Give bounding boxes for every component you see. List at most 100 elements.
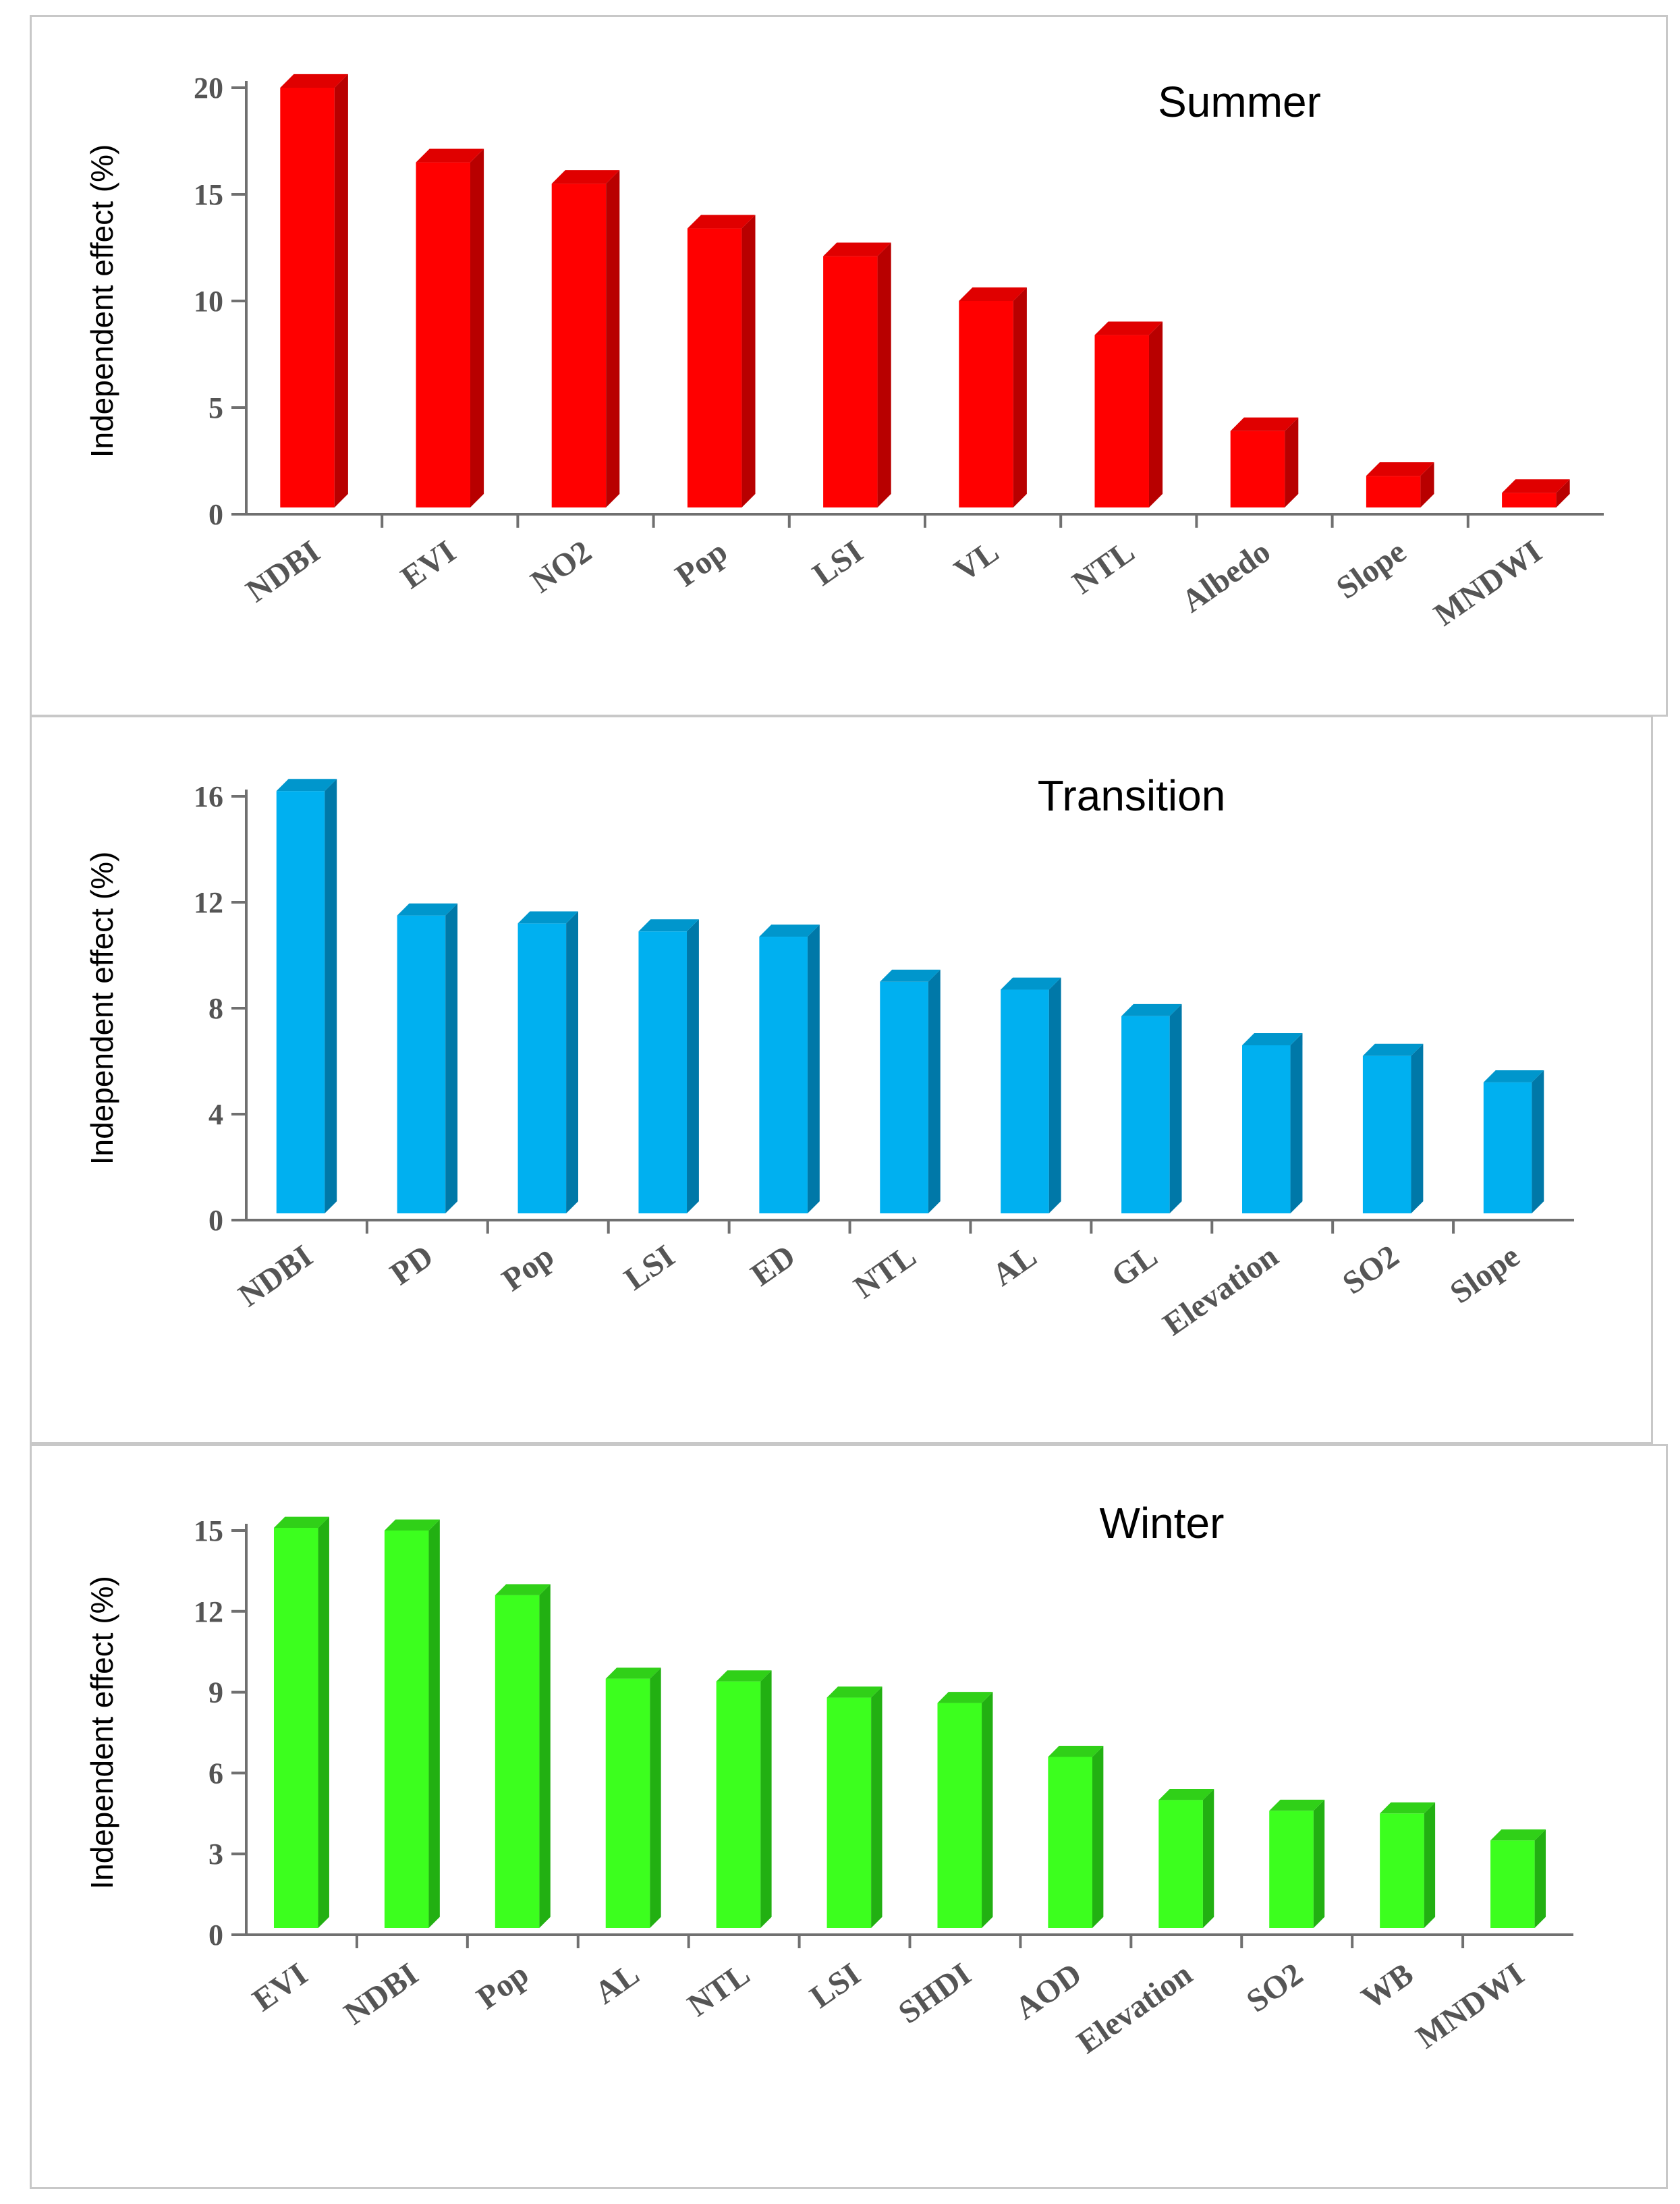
summer-bar-front xyxy=(959,301,1013,507)
transition-bar-pd xyxy=(397,903,458,1213)
summer-bar-ntl xyxy=(1094,321,1163,507)
transition-bar-top xyxy=(397,903,458,916)
winter-x-tick-label: AL xyxy=(588,1956,646,2012)
summer-bar-front xyxy=(1094,335,1149,507)
summer-bar-slope xyxy=(1366,462,1434,507)
summer-bar-front xyxy=(280,88,335,507)
transition-bar-gl xyxy=(1121,1003,1182,1213)
winter-bar-side xyxy=(871,1686,883,1928)
transition-bar-front xyxy=(1362,1055,1411,1213)
winter-bar-front xyxy=(1269,1811,1314,1928)
winter-bar-side xyxy=(318,1516,329,1928)
summer-x-tick-label: Slope xyxy=(1330,534,1412,607)
transition-chart: Transition Independent effect (%) 0 4 8 12 16 N… xyxy=(84,771,1574,1343)
summer-bar-top xyxy=(1094,321,1163,335)
transition-y-tick-label: 12 xyxy=(194,886,223,919)
winter-y-tick-label: 12 xyxy=(194,1595,223,1628)
winter-bar-top xyxy=(273,1516,329,1528)
winter-bar-aod xyxy=(1048,1746,1104,1928)
transition-bar-side xyxy=(325,779,337,1213)
winter-x-tick-label: AOD xyxy=(1009,1956,1088,2027)
summer-bar-top xyxy=(687,215,756,229)
winter-bar-top xyxy=(937,1692,993,1703)
winter-bar-so2 xyxy=(1269,1799,1325,1928)
summer-bar-top xyxy=(959,287,1027,301)
summer-bar-top xyxy=(551,170,620,184)
summer-bar-side xyxy=(606,170,620,507)
transition-bar-side xyxy=(445,903,458,1213)
winter-bar-side xyxy=(1424,1802,1436,1928)
winter-x-tick-label: Elevation xyxy=(1071,1956,1199,2061)
winter-bar-side xyxy=(1534,1829,1546,1928)
winter-y-tick-label: 15 xyxy=(194,1514,223,1547)
transition-bar-side xyxy=(807,925,820,1213)
summer-bar-top xyxy=(1230,417,1299,431)
transition-bar-side xyxy=(1532,1070,1544,1213)
winter-bar-front xyxy=(1048,1757,1092,1928)
transition-bar-side xyxy=(566,911,578,1213)
summer-bar-pop xyxy=(687,215,756,507)
summer-y-axis-title: Independent effect (%) xyxy=(84,144,119,458)
summer-bar-front xyxy=(1230,431,1285,507)
transition-x-tick-label: GL xyxy=(1105,1238,1164,1294)
transition-bar-side xyxy=(1290,1033,1303,1213)
transition-bar-al xyxy=(1001,977,1061,1213)
transition-bar-front xyxy=(397,915,446,1213)
winter-chart-panel: Winter Independent effect (%) 0 3 6 9 12 15 EVI N… xyxy=(30,1444,1668,2189)
summer-x-tick-label: VL xyxy=(948,534,1005,589)
summer-bar-top xyxy=(823,242,891,256)
transition-x-tick-label: PD xyxy=(384,1238,440,1292)
winter-chart: Winter Independent effect (%) 0 3 6 9 12 15 EVI N… xyxy=(84,1499,1573,2061)
winter-y-tick-label: 9 xyxy=(208,1676,223,1709)
winter-y-tick-label: 3 xyxy=(208,1838,223,1871)
winter-bar-front xyxy=(937,1703,982,1928)
summer-bar-side xyxy=(1148,321,1163,507)
summer-x-tick-label: NO2 xyxy=(524,534,598,600)
transition-bar-top xyxy=(1242,1033,1303,1045)
summer-y-tick-label: 0 xyxy=(208,498,223,531)
transition-bar-front xyxy=(880,981,928,1213)
transition-chart-panel: Transition Independent effect (%) 0 4 8 12 16 N… xyxy=(30,715,1653,1444)
summer-bar-side xyxy=(741,215,756,507)
summer-bar-front xyxy=(416,162,470,507)
winter-x-tick-label: EVI xyxy=(246,1956,314,2018)
winter-bar-lsi xyxy=(827,1686,883,1928)
summer-bar-lsi xyxy=(823,242,891,507)
winter-y-tick-label: 0 xyxy=(208,1919,223,1952)
summer-chart-title: Summer xyxy=(1158,78,1321,126)
summer-bar-albedo xyxy=(1230,417,1299,507)
transition-x-tick-label: AL xyxy=(986,1238,1043,1294)
summer-x-tick-label: NDBI xyxy=(240,534,327,609)
summer-x-tick-label: NTL xyxy=(1066,534,1141,601)
winter-bar-top xyxy=(1158,1788,1214,1800)
winter-bar-top xyxy=(1048,1746,1104,1757)
summer-x-tick-label: LSI xyxy=(806,534,870,593)
transition-bar-front xyxy=(1242,1045,1291,1213)
summer-bar-top xyxy=(1366,462,1434,476)
transition-bar-top xyxy=(880,969,941,982)
winter-bar-evi xyxy=(273,1516,329,1928)
summer-bar-front xyxy=(551,184,607,507)
transition-bar-so2 xyxy=(1362,1043,1424,1213)
winter-bar-front xyxy=(273,1528,318,1928)
summer-x-tick-label: MNDWI xyxy=(1428,534,1548,633)
winter-y-axis-title: Independent effect (%) xyxy=(84,1576,119,1890)
winter-bar-side xyxy=(1092,1746,1104,1928)
winter-bar-mndwi xyxy=(1490,1829,1546,1928)
summer-bar-side xyxy=(1285,417,1299,507)
winter-bar-top xyxy=(1269,1799,1325,1811)
summer-bar-side xyxy=(877,242,891,507)
transition-bar-front xyxy=(1121,1016,1170,1213)
transition-x-tick-label: ED xyxy=(744,1238,802,1294)
transition-bar-elevation xyxy=(1242,1033,1303,1213)
summer-bar-side xyxy=(1556,479,1570,507)
transition-x-tick-label: NTL xyxy=(847,1238,922,1306)
transition-x-tick-label: NDBI xyxy=(232,1238,319,1314)
transition-y-tick-label: 0 xyxy=(208,1204,223,1237)
winter-bar-top xyxy=(495,1584,551,1595)
winter-x-tick-label: MNDWI xyxy=(1409,1956,1530,2056)
winter-x-tick-label: NDBI xyxy=(337,1956,424,2032)
winter-bar-front xyxy=(495,1595,540,1928)
transition-y-tick-label: 8 xyxy=(208,992,223,1025)
transition-bar-front xyxy=(276,791,325,1213)
